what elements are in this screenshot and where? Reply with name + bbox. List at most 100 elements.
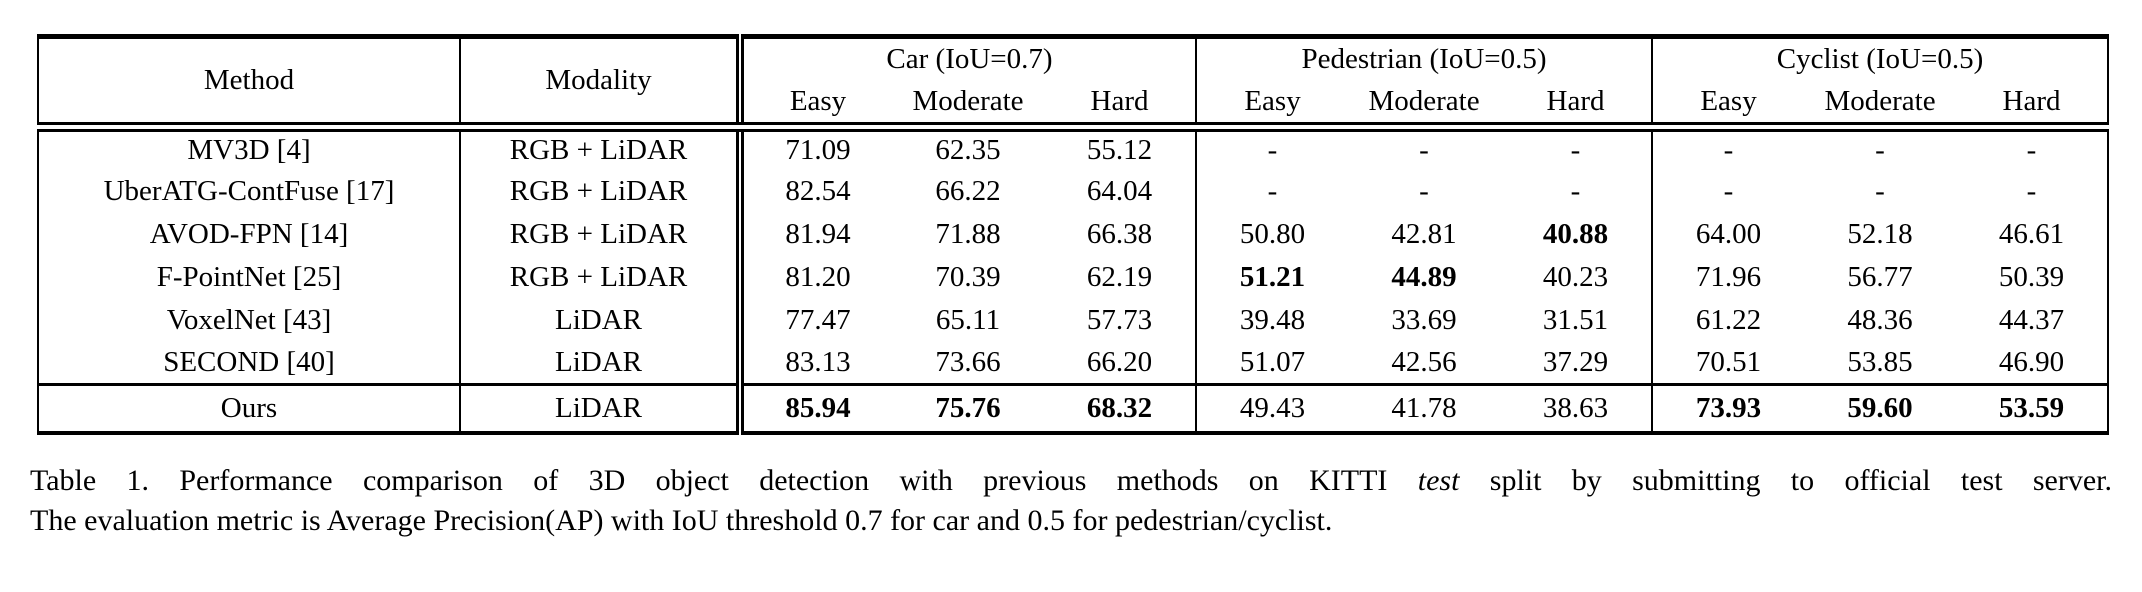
cell-value: 51.07 <box>1195 341 1349 385</box>
cell-value: 46.90 <box>1998 345 2065 378</box>
cell-value: - <box>1195 126 1349 170</box>
cell-value: 39.48 <box>1195 298 1349 342</box>
cell-value: 81.94 <box>736 212 892 256</box>
cell-value: 44.37 <box>1998 303 2065 336</box>
cell-value: 81.20 <box>736 255 892 299</box>
cell-value: 59.60 <box>1804 383 1957 433</box>
cell-method: AVOD-FPN [14] <box>38 212 461 256</box>
table-row: UberATG-ContFuse [17] RGB + LiDAR 82.54 66.… <box>38 169 2108 213</box>
cell-value: - <box>1570 134 1581 166</box>
table-row-ours: Ours LiDAR 85.94 75.76 68.32 49.43 41.78 38.63 7… <box>38 383 2109 433</box>
cell-method: Ours <box>38 383 461 433</box>
cell-value: 70.39 <box>935 260 1001 293</box>
column-subheader-car-easy: Easy <box>736 80 892 132</box>
cell-method: F-PointNet [25] <box>38 255 461 299</box>
cell-method: SECOND [40] <box>38 341 461 385</box>
cell-value: 75.76 <box>892 383 1044 433</box>
cell-value: 50.39 <box>1998 260 2065 293</box>
cell-value: - <box>1875 134 1885 166</box>
cell-method: MV3D [4] <box>38 126 461 170</box>
cell-value: 66.22 <box>935 174 1001 207</box>
column-subheader-pedestrian-hard: Hard <box>1500 80 1653 132</box>
column-subheader-pedestrian-moderate: Moderate <box>1348 80 1501 132</box>
cell-modality: LiDAR <box>555 345 642 378</box>
cell-modality: LiDAR <box>555 303 642 336</box>
column-subheader-cyclist-hard: Hard <box>1956 80 2109 132</box>
column-subheader-cyclist-moderate: Moderate <box>1804 80 1957 132</box>
cell-value: 73.93 <box>1651 383 1805 433</box>
cell-value: 50.80 <box>1195 212 1349 256</box>
cell-value: 71.09 <box>736 126 892 170</box>
cell-value: 41.78 <box>1348 383 1501 433</box>
cell-modality: LiDAR <box>460 383 740 433</box>
cell-value: 46.61 <box>1998 217 2065 250</box>
column-subheader-car-hard: Hard <box>1044 80 1197 132</box>
cell-value: 42.81 <box>1391 217 1457 250</box>
cell-modality: RGB + LiDAR <box>509 134 688 166</box>
cell-modality: RGB + LiDAR <box>509 174 688 207</box>
cell-value: 40.88 <box>1542 217 1609 250</box>
cell-modality: RGB + LiDAR <box>509 260 688 293</box>
column-subheader-car-moderate: Moderate <box>892 80 1044 132</box>
cell-value: 31.51 <box>1542 303 1609 336</box>
page: Method Modality Car (IoU=0.7) Pedestrian… <box>0 34 2142 592</box>
column-group-pedestrian: Pedestrian (IoU=0.5) <box>1195 36 1653 81</box>
column-subheader-pedestrian-easy: Easy <box>1195 80 1349 132</box>
cell-value: 37.29 <box>1542 345 1609 378</box>
cell-value: - <box>1875 174 1885 207</box>
header-sub-row: Easy Moderate Hard Easy Moderate Hard Easy Mode… <box>38 80 2109 132</box>
cell-value: 65.11 <box>935 303 1001 336</box>
column-subheader-cyclist-easy: Easy <box>1651 80 1805 132</box>
cell-value: 71.96 <box>1651 255 1805 299</box>
cell-value: - <box>1419 134 1429 166</box>
column-header-modality: Modality <box>460 36 740 132</box>
results-table: Method Modality Car (IoU=0.7) Pedestrian… <box>37 34 2110 435</box>
cell-value: 40.23 <box>1542 260 1609 293</box>
cell-value: 56.77 <box>1847 260 1913 293</box>
cell-value: 33.69 <box>1391 303 1457 336</box>
cell-value: 49.43 <box>1195 383 1349 433</box>
cell-value: 44.89 <box>1391 260 1457 293</box>
cell-value: 38.63 <box>1500 383 1653 433</box>
cell-value: 82.54 <box>736 169 892 213</box>
cell-value: - <box>1651 126 1805 170</box>
caption-text: Table 1. Performance comparison of 3D ob… <box>30 463 1418 497</box>
cell-value: 64.00 <box>1651 212 1805 256</box>
cell-value: 62.19 <box>1086 260 1153 293</box>
cell-value: 71.88 <box>935 217 1001 250</box>
table-row: SECOND [40] LiDAR 83.13 73.66 66.20 51.07 42.5… <box>38 341 2108 385</box>
cell-value: 55.12 <box>1086 134 1153 166</box>
cell-value: 77.47 <box>736 298 892 342</box>
table-row: AVOD-FPN [14] RGB + LiDAR 81.94 71.88 66.38 5… <box>38 212 2108 256</box>
table-body: MV3D [4] RGB + LiDAR 71.09 62.35 55.12- - - - - -… <box>38 126 2109 433</box>
table-caption: Table 1. Performance comparison of 3D ob… <box>30 461 2112 542</box>
cell-value: 70.51 <box>1651 341 1805 385</box>
cell-value: - <box>1195 169 1349 213</box>
cell-value: 64.04 <box>1086 174 1153 207</box>
column-group-car: Car (IoU=0.7) <box>735 36 1197 81</box>
cell-value: 53.85 <box>1847 345 1913 378</box>
cell-value: 68.32 <box>1044 383 1197 433</box>
cell-value: - <box>2026 174 2037 207</box>
caption-line-2: The evaluation metric is Average Precisi… <box>30 504 1333 537</box>
cell-value: - <box>2026 134 2037 166</box>
cell-value: 48.36 <box>1847 303 1913 336</box>
cell-value: 62.35 <box>935 134 1001 166</box>
caption-italic-test: test <box>1417 463 1460 497</box>
cell-value: 57.73 <box>1086 303 1153 336</box>
cell-value: 61.22 <box>1651 298 1805 342</box>
column-header-method: Method <box>38 36 461 132</box>
cell-value: 53.59 <box>1956 383 2109 433</box>
table-row: F-PointNet [25] RGB + LiDAR 81.20 70.39 62.1… <box>38 255 2108 299</box>
cell-method: UberATG-ContFuse [17] <box>38 169 461 213</box>
table-row: VoxelNet [43] LiDAR 77.47 65.11 57.73 39.48 33… <box>38 298 2108 342</box>
cell-value: 85.94 <box>736 383 892 433</box>
cell-value: - <box>1570 174 1581 207</box>
column-group-cyclist: Cyclist (IoU=0.5) <box>1651 36 2109 81</box>
cell-value: 66.20 <box>1086 345 1153 378</box>
cell-value: - <box>1651 169 1805 213</box>
cell-value: - <box>1419 174 1429 207</box>
caption-text: split by submitting to official test ser… <box>1459 463 2112 497</box>
caption-line-1: Table 1. Performance comparison of 3D ob… <box>30 461 2112 502</box>
header-group-row: Method Modality Car (IoU=0.7) Pedestrian… <box>38 36 2109 132</box>
